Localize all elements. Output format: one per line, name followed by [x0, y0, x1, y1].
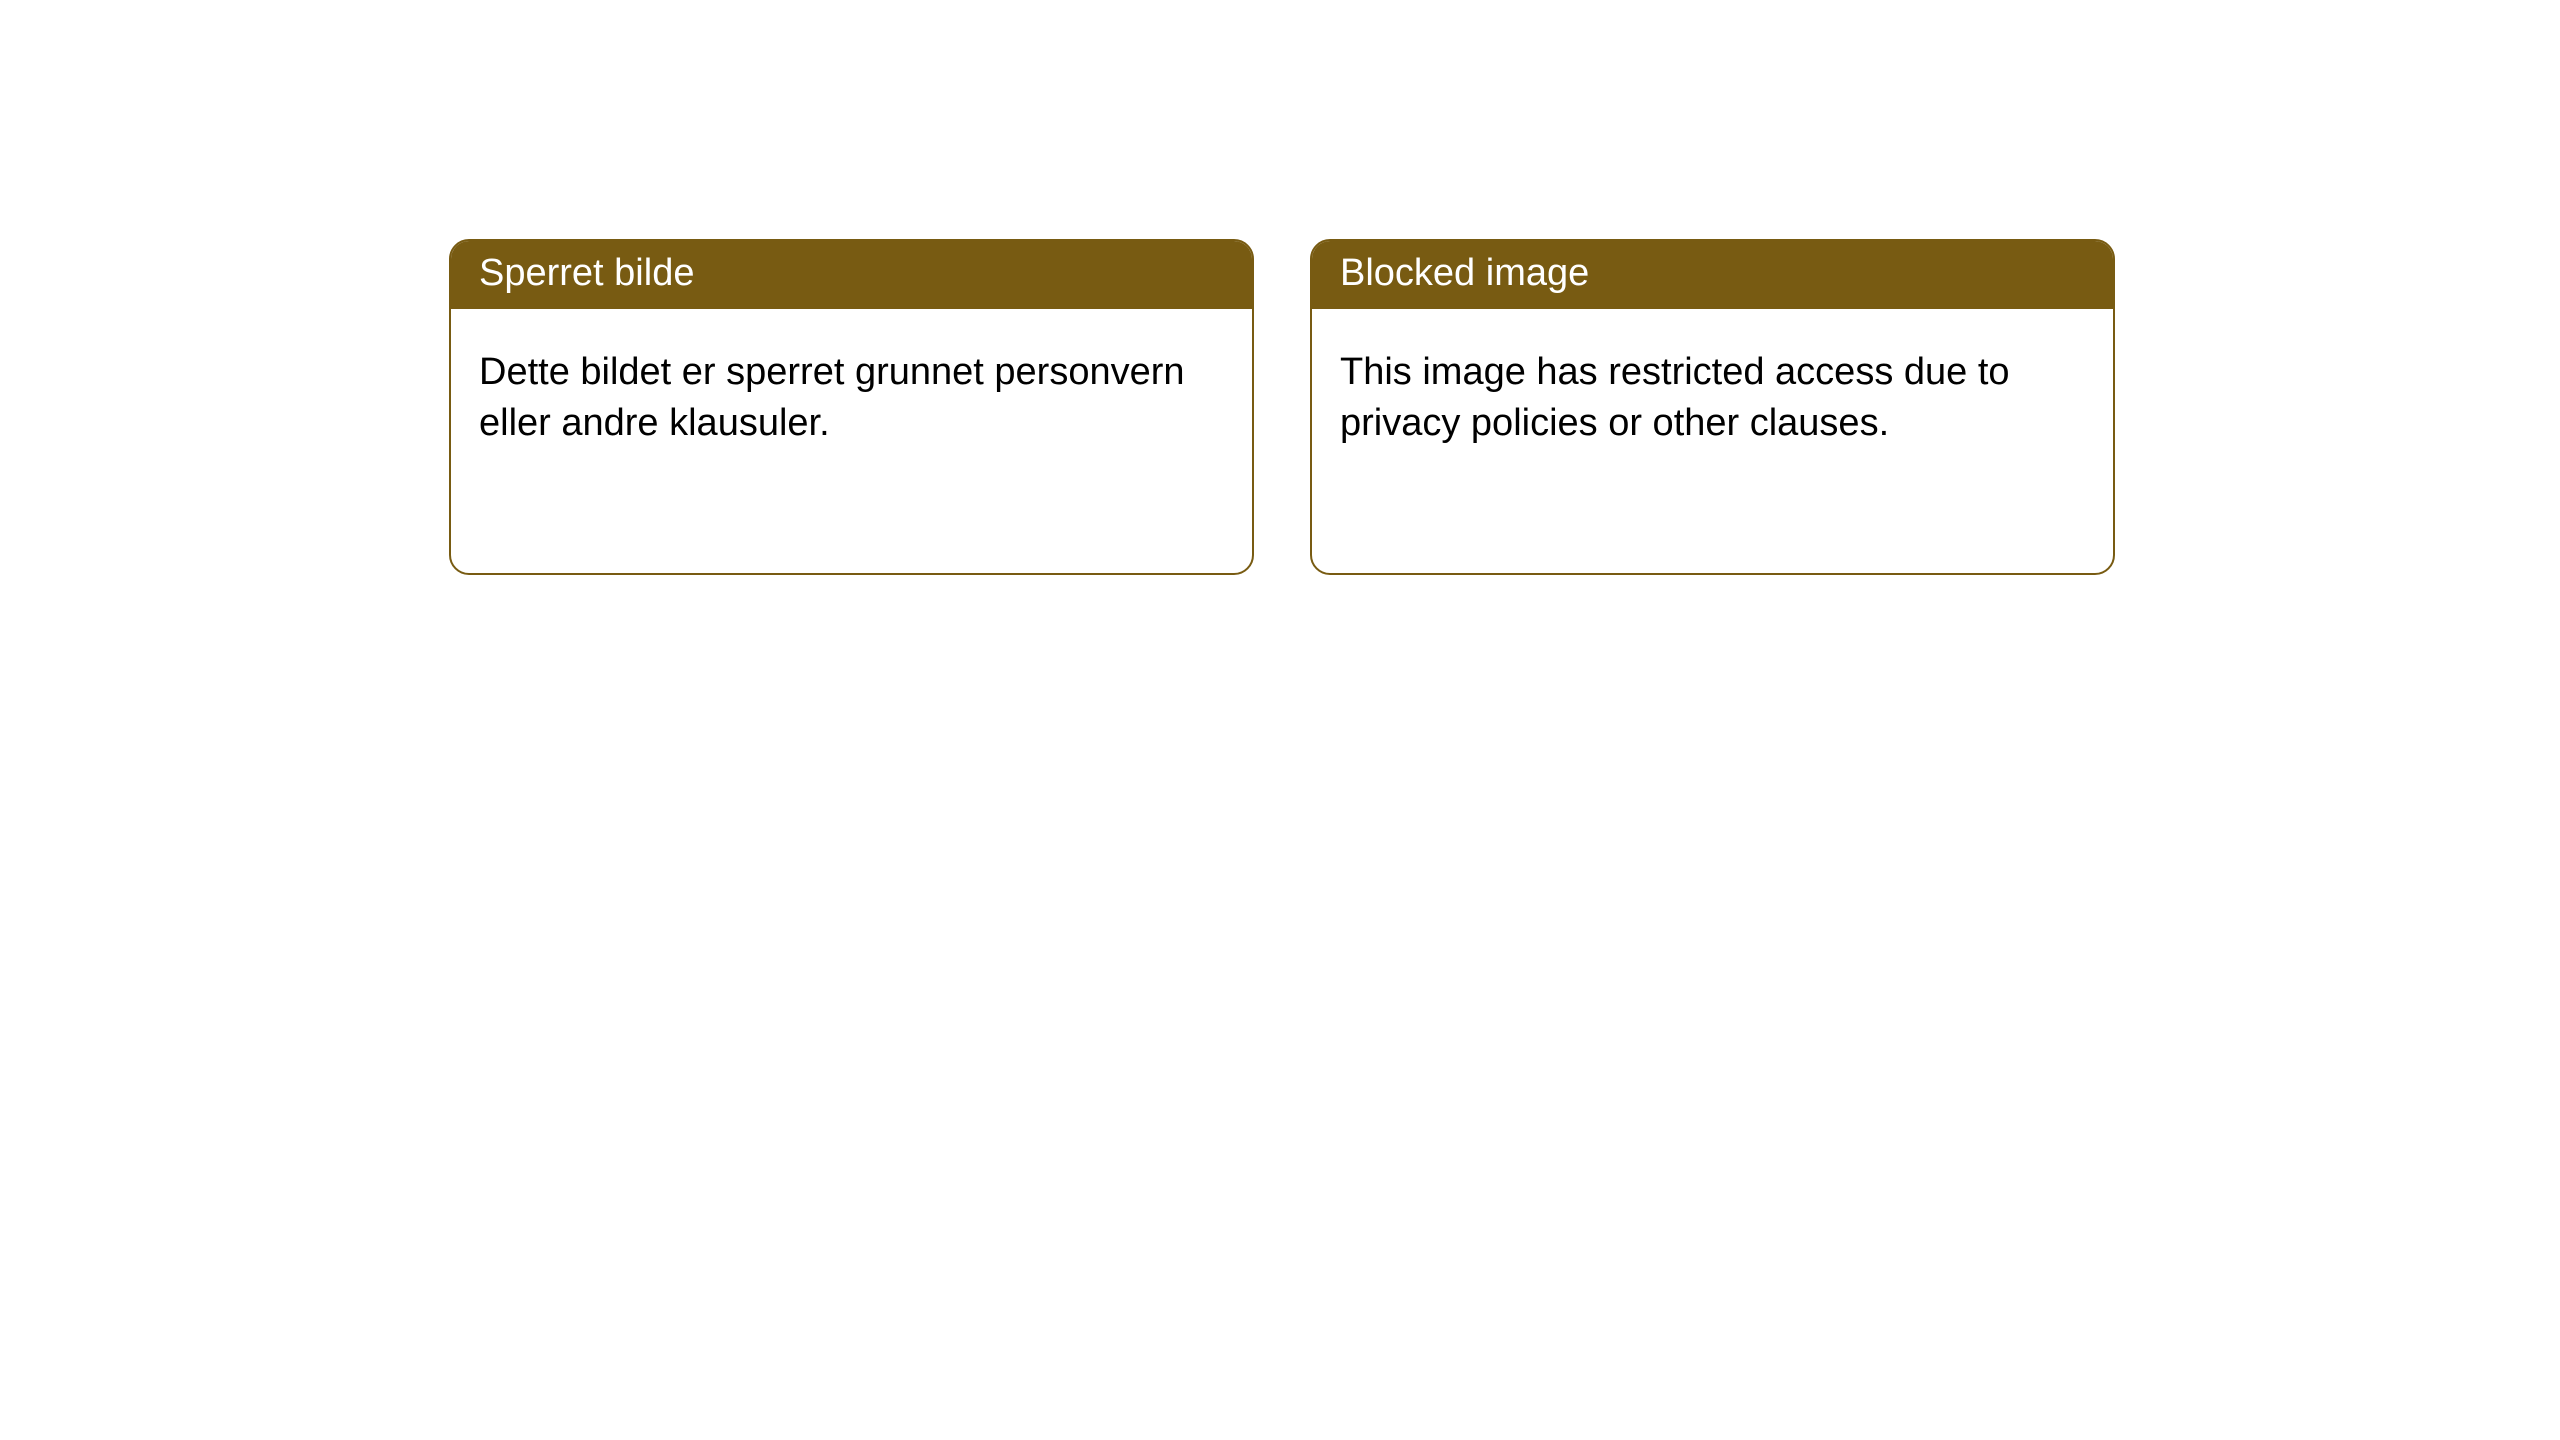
notice-title-norwegian: Sperret bilde: [451, 241, 1252, 309]
notice-card-english: Blocked image This image has restricted …: [1310, 239, 2115, 575]
notice-card-norwegian: Sperret bilde Dette bildet er sperret gr…: [449, 239, 1254, 575]
notice-body-norwegian: Dette bildet er sperret grunnet personve…: [451, 309, 1252, 478]
notice-container: Sperret bilde Dette bildet er sperret gr…: [0, 0, 2560, 575]
notice-title-english: Blocked image: [1312, 241, 2113, 309]
notice-body-english: This image has restricted access due to …: [1312, 309, 2113, 478]
